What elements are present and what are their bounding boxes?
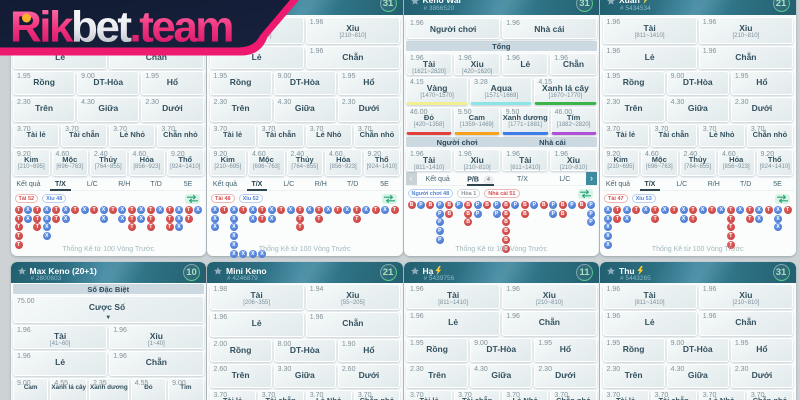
svg-text:Rikbet.team: Rikbet.team [10, 3, 232, 52]
